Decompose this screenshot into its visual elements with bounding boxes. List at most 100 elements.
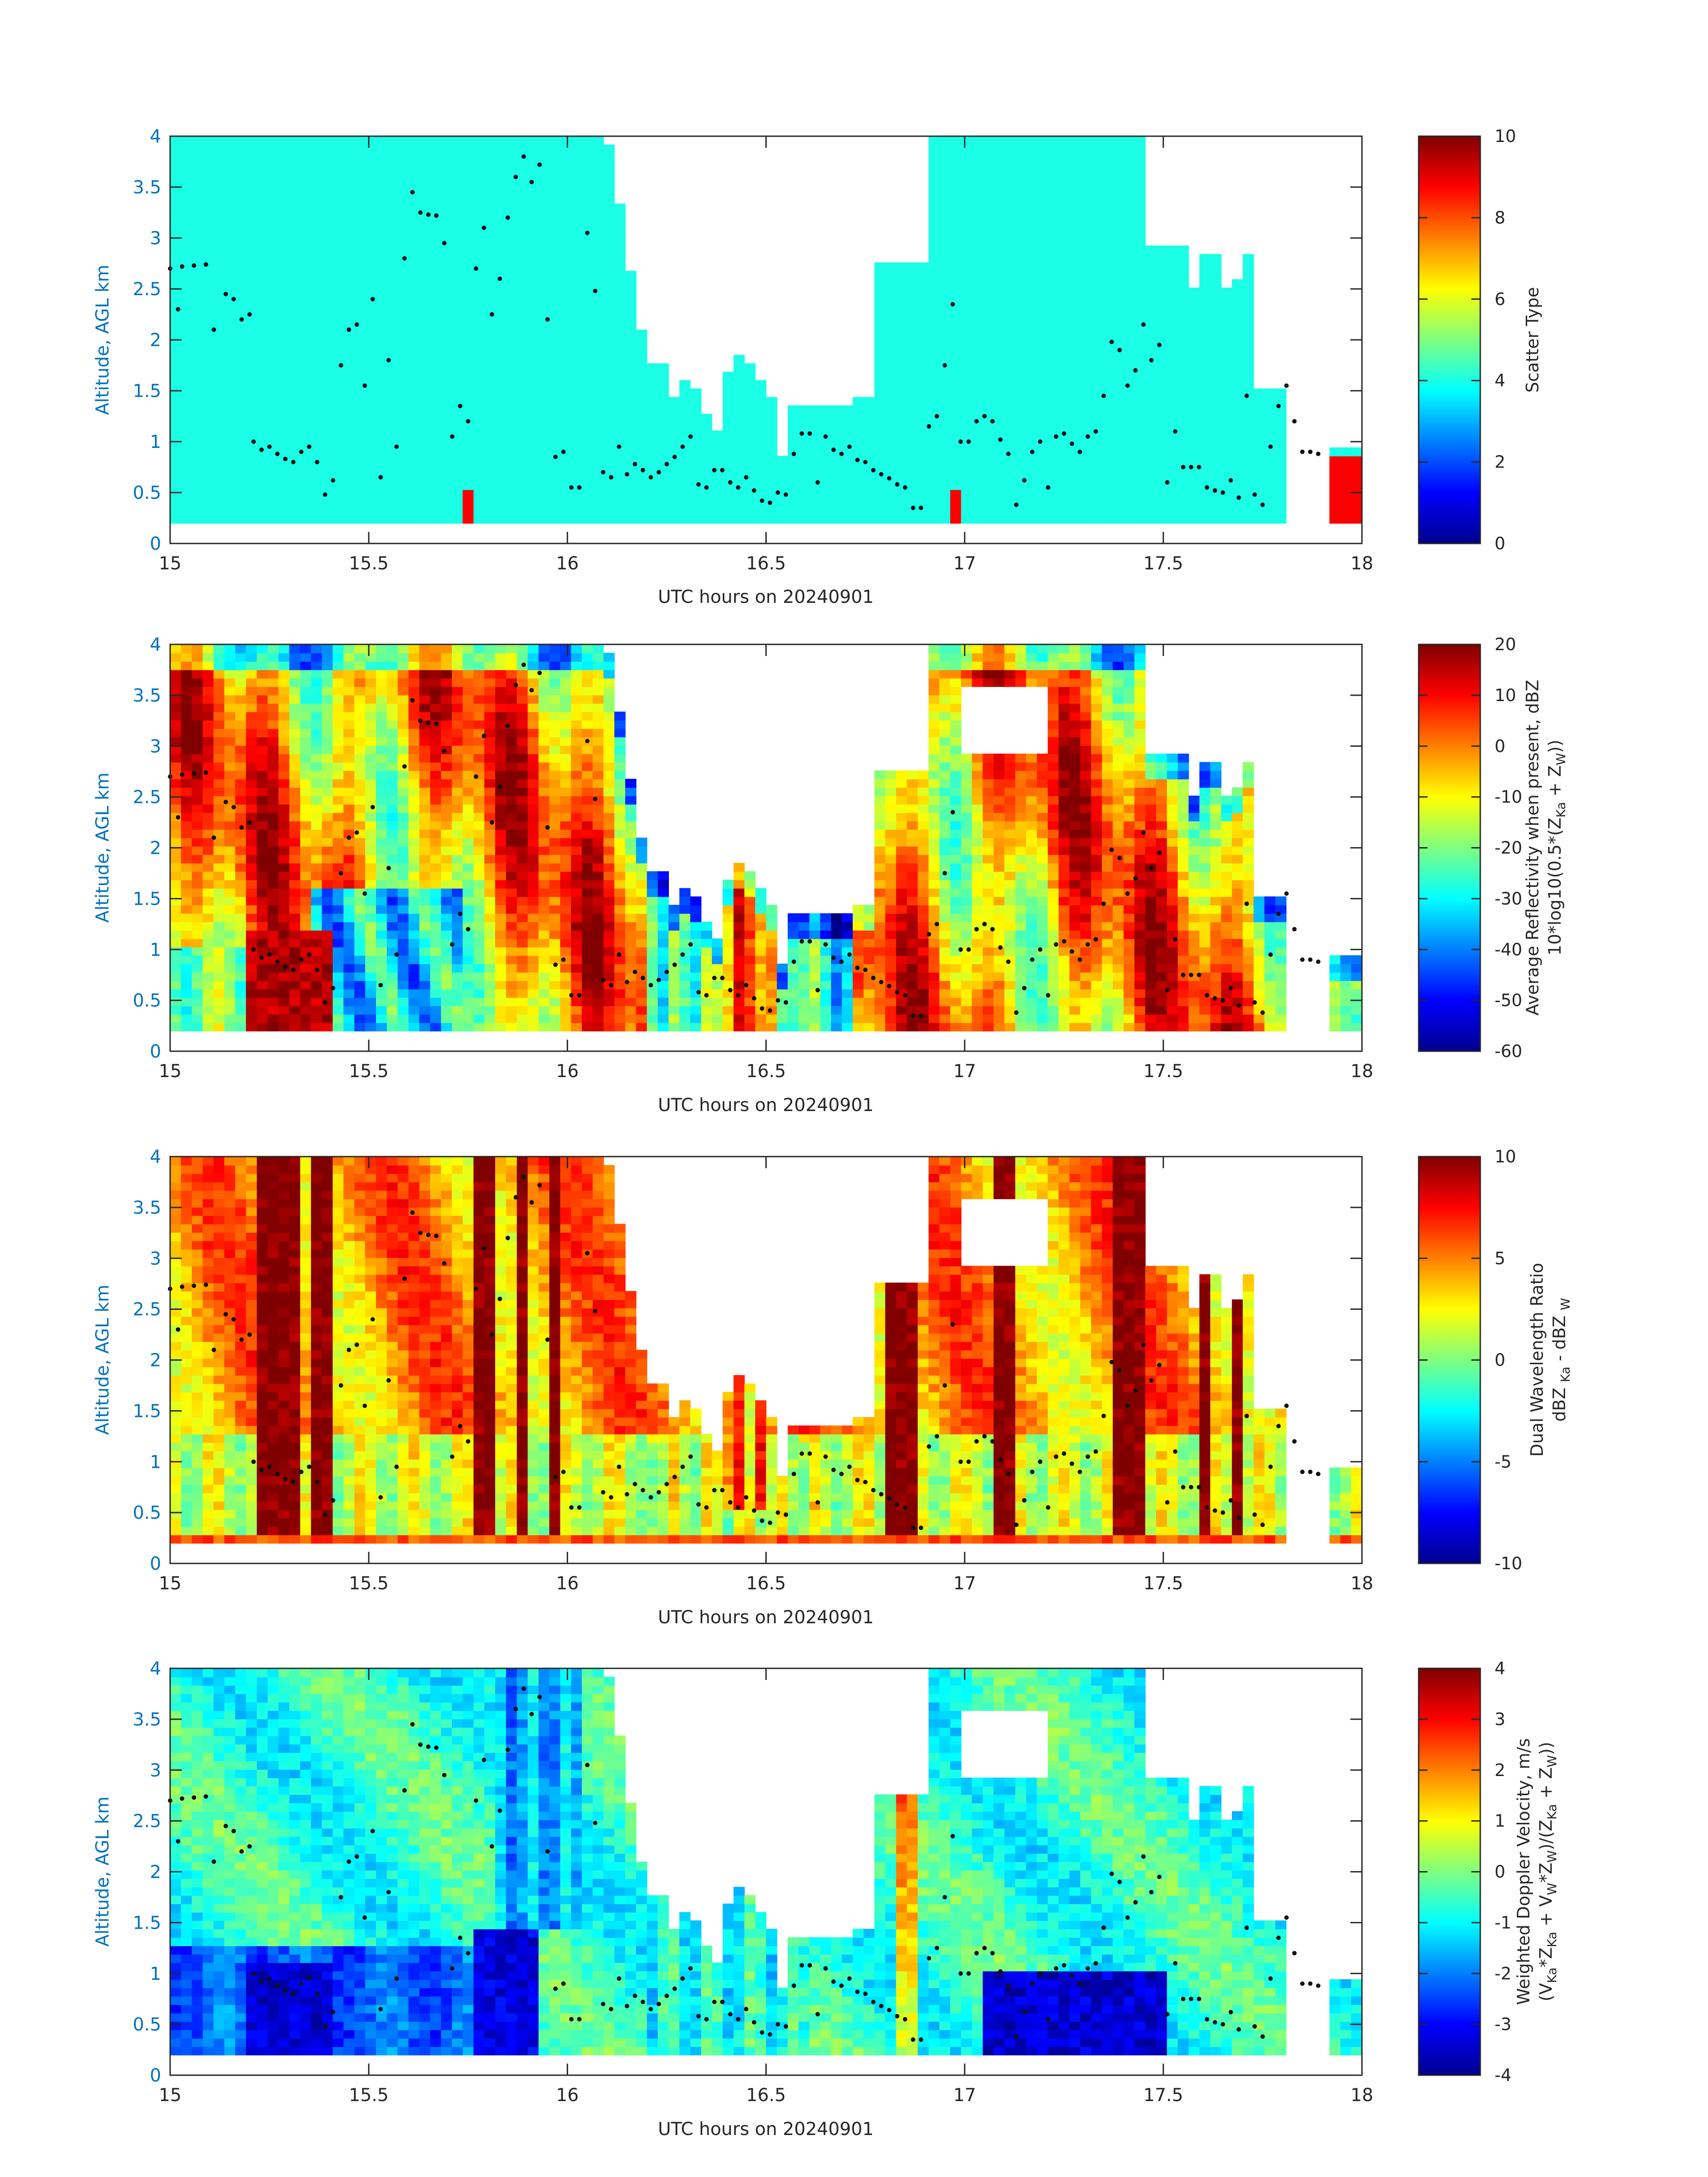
heatmap-cell [1221,497,1232,507]
heatmap-cell [820,414,831,423]
heatmap-cell [560,212,572,221]
heatmap-cell [1058,372,1070,381]
heatmap-cell [1058,288,1070,297]
heatmap-cell [809,422,821,431]
heatmap-cell [387,144,398,154]
heatmap-cell [1091,414,1102,423]
cloud-base-point [1316,451,1321,456]
heatmap-cell [246,170,257,179]
heatmap-cell [473,136,485,145]
heatmap-cell [257,346,268,355]
heatmap-cell [1102,212,1113,221]
heatmap-cell [343,262,355,272]
heatmap-cell [289,829,301,838]
cloud-base-point [1133,368,1138,373]
heatmap-cell [224,703,236,712]
heatmap-cell [1221,389,1232,397]
heatmap-cell [1264,514,1276,524]
heatmap-cell [365,414,376,423]
heatmap-cell [1058,389,1070,397]
heatmap-cell [1004,203,1016,213]
heatmap-cell [202,170,214,179]
heatmap-cell [788,472,799,482]
heatmap-cell [170,879,182,889]
heatmap-cell [1015,397,1027,406]
heatmap-cell [1004,321,1016,330]
cloud-base-point [402,256,407,261]
heatmap-cell [343,195,355,204]
heatmap-cell [1167,355,1178,364]
heatmap-cell [246,195,257,204]
heatmap-cell [885,363,897,372]
heatmap-cell [928,262,940,272]
heatmap-cell [1243,355,1254,364]
heatmap-cell [387,187,398,196]
heatmap-cell [267,1006,279,1015]
heatmap-cell [701,464,712,473]
heatmap-cell [224,1006,236,1015]
cloud-base-point [291,460,296,464]
heatmap-cell [885,414,897,423]
heatmap-cell [246,422,257,431]
heatmap-cell [918,346,929,355]
heatmap-cell [906,472,918,482]
heatmap-cell [690,489,702,499]
heatmap-cell [614,288,626,297]
heatmap-cell [267,455,279,465]
heatmap-cell [333,506,344,515]
heatmap-cell [668,414,680,423]
heatmap-cell [1080,338,1092,347]
heatmap-cell [1048,144,1059,154]
heatmap-cell [322,237,333,246]
heatmap-cell [181,737,192,746]
heatmap-cell [1091,447,1102,456]
heatmap-cell [246,703,257,712]
heatmap-cell [311,669,322,679]
heatmap-cell [1091,170,1102,179]
heatmap-cell [918,514,929,524]
heatmap-cell [1080,313,1092,322]
heatmap-cell [1232,455,1243,465]
heatmap-cell [495,321,506,330]
heatmap-cell [376,489,388,499]
heatmap-cell [278,997,290,1007]
heatmap-cell [1188,422,1200,431]
heatmap-cell [343,178,355,188]
heatmap-cell [235,694,246,704]
heatmap-cell [1037,397,1048,406]
heatmap-cell [181,304,192,313]
heatmap-cell [560,464,572,473]
heatmap-cell [939,220,951,230]
heatmap-cell [603,288,615,297]
heatmap-cell [170,136,182,145]
heatmap-cell [181,296,192,305]
heatmap-cell [257,661,268,670]
heatmap-cell [896,330,907,339]
heatmap-cell [603,497,615,507]
heatmap-cell [343,795,355,805]
heatmap-cell [582,346,593,355]
heatmap-cell [582,170,593,179]
heatmap-cell [257,430,268,440]
heatmap-cell [1178,313,1189,322]
heatmap-cell [982,464,994,473]
heatmap-cell [722,380,734,389]
heatmap-cell [278,846,290,855]
heatmap-cell [863,414,875,423]
heatmap-cell [1102,372,1113,381]
heatmap-cell [333,497,344,507]
heatmap-cell [874,464,886,473]
heatmap-cell [224,821,236,830]
cloud-base-point [1236,495,1241,500]
heatmap-cell [333,439,344,448]
heatmap-cell [278,195,290,204]
heatmap-cell [527,136,539,145]
heatmap-cell [278,187,290,196]
heatmap-cell [278,989,290,998]
heatmap-cell [235,753,246,763]
heatmap-cell [246,346,257,355]
heatmap-cell [1058,506,1070,515]
heatmap-cell [235,963,246,973]
heatmap-cell [636,472,647,482]
cloud-base-point [712,468,717,472]
